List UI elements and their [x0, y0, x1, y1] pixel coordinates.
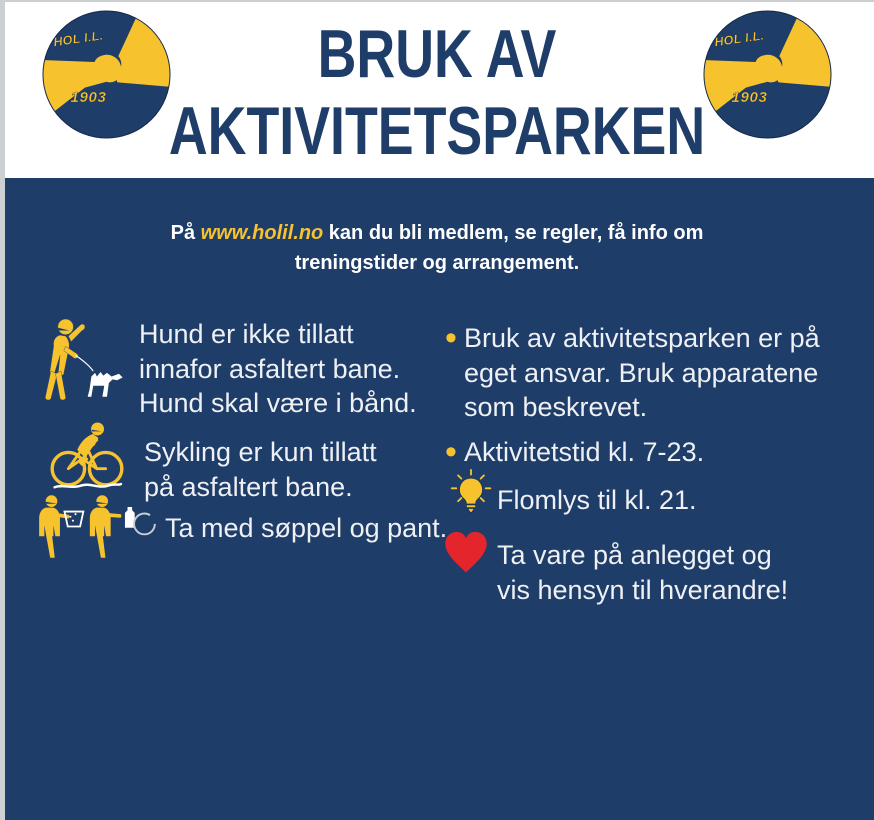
- svg-text:1903: 1903: [70, 89, 106, 106]
- svg-text:1903: 1903: [731, 89, 767, 106]
